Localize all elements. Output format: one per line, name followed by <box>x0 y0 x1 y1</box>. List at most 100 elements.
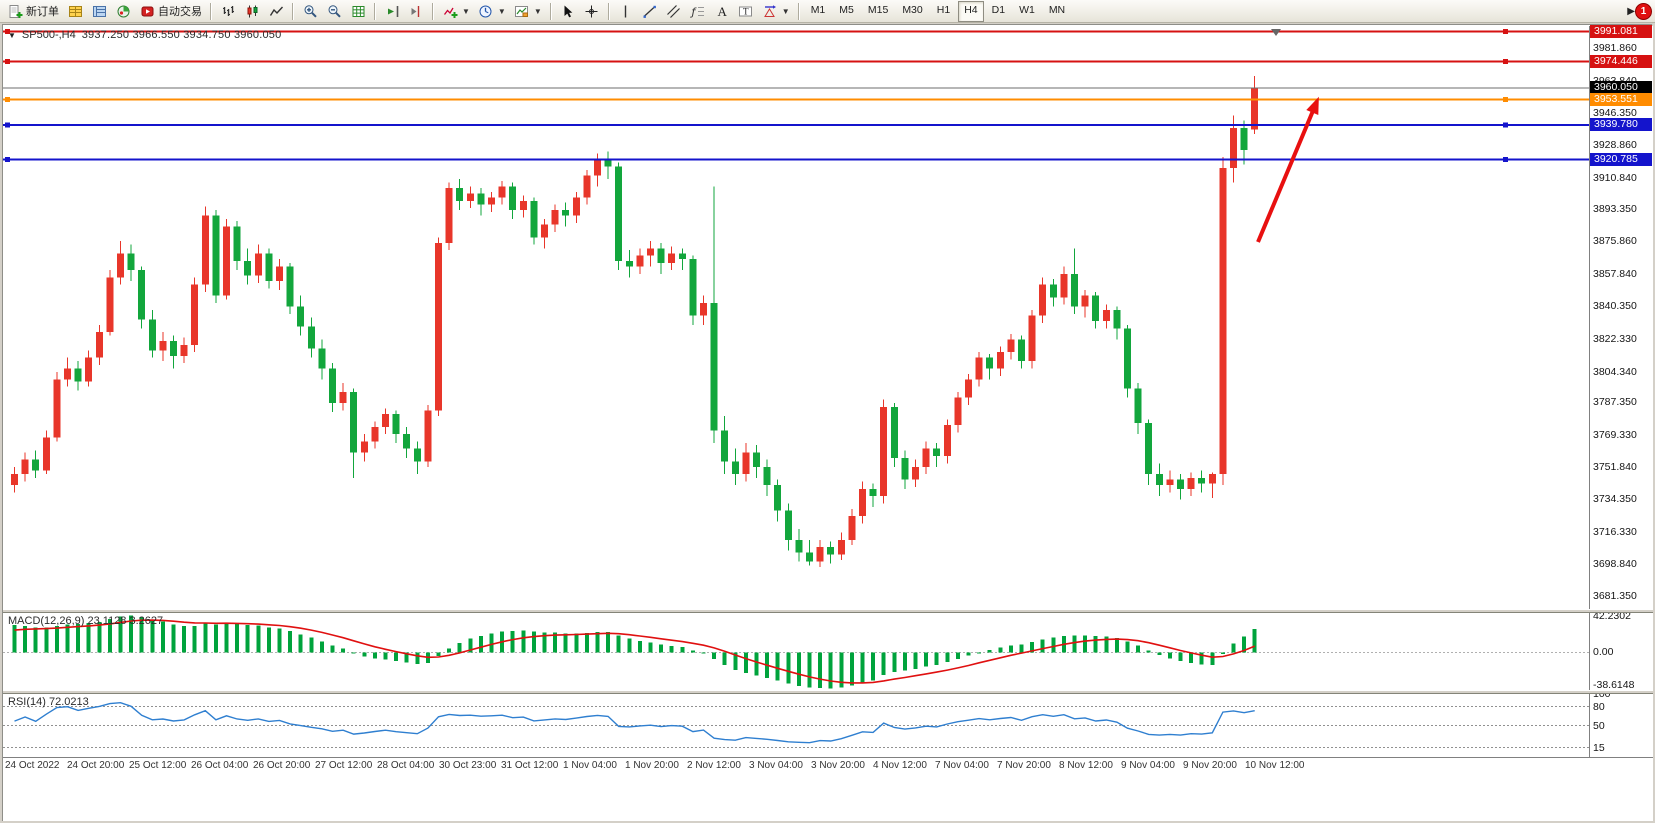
timeframe-button-m30[interactable]: M30 <box>902 3 923 16</box>
macd-pane[interactable] <box>3 613 1589 690</box>
toolbar-group-trade: 新订单 自动交易 <box>3 0 206 22</box>
svg-text:ƒ: ƒ <box>690 5 698 18</box>
time-axis-label: 25 Oct 12:00 <box>129 760 187 771</box>
timeframe-button-mn[interactable]: MN <box>1048 3 1066 16</box>
toolbar-separator <box>607 2 610 20</box>
toolbar-separator <box>797 2 800 20</box>
chart-shift-icon <box>408 3 424 19</box>
main-price-pane[interactable] <box>3 26 1589 609</box>
timeframe-button-w1[interactable]: W1 <box>1019 3 1035 16</box>
price-axis-label: 3681.350 <box>1593 589 1637 602</box>
shapes-dropdown-caret: ▼ <box>781 6 790 16</box>
chart-menu-triangle-icon[interactable]: ▼ <box>8 30 16 40</box>
svg-text:A: A <box>718 4 728 19</box>
line-chart-icon <box>268 3 284 19</box>
auto-trading-icon <box>139 3 155 19</box>
text-label-button[interactable]: T <box>734 0 758 23</box>
new-order-button[interactable]: 新订单 <box>3 0 63 23</box>
ohlc-readout: 3937.250 3966.550 3934.750 3960.050 <box>81 29 282 41</box>
time-axis-label: 8 Nov 12:00 <box>1059 760 1113 771</box>
bar-chart-button[interactable] <box>216 0 240 23</box>
rsi-axis-label: 80 <box>1593 700 1605 713</box>
timeframe-button-m15[interactable]: M15 <box>867 3 889 16</box>
crosshair-button[interactable] <box>580 0 604 23</box>
grid-icon <box>350 3 366 19</box>
toolbar-separator <box>292 2 294 20</box>
timeframe-button-h1[interactable]: H1 <box>936 3 951 16</box>
chart-shift-button[interactable] <box>404 0 428 23</box>
indicators-button[interactable]: ▼ <box>438 0 474 23</box>
price-axis-label: 3716.330 <box>1593 525 1637 538</box>
rsi-pane-title: RSI(14) 72.0213 <box>8 696 89 708</box>
toolbar-group-zoom <box>298 0 370 22</box>
time-axis-label: 9 Nov 20:00 <box>1183 760 1237 771</box>
templates-button[interactable]: ▼ <box>510 0 546 23</box>
terminal-icon <box>115 3 131 19</box>
toolbar-separator <box>432 2 434 20</box>
price-line-label-box: 3920.785 <box>1590 152 1652 166</box>
time-axis-label: 3 Nov 20:00 <box>811 760 865 771</box>
candlestick-chart-button[interactable] <box>240 0 264 23</box>
text-label-icon: T <box>738 3 754 19</box>
auto-scroll-button[interactable] <box>380 0 404 23</box>
rsi-label: RSI(14) 72.0213 <box>8 696 89 708</box>
cursor-button[interactable] <box>556 0 580 23</box>
zoom-in-button[interactable] <box>298 0 322 23</box>
time-axis-label: 24 Oct 2022 <box>5 760 60 771</box>
price-line-label-box: 3974.446 <box>1590 55 1652 69</box>
trendline-button[interactable] <box>638 0 662 23</box>
toolbar-group-chart-type <box>216 0 288 22</box>
zoom-out-button[interactable] <box>322 0 346 23</box>
navigator-button[interactable] <box>87 0 111 23</box>
price-axis-label: 3822.330 <box>1593 332 1637 345</box>
market-watch-icon <box>67 3 83 19</box>
grid-button[interactable] <box>346 0 370 23</box>
timeframe-button-m1[interactable]: M1 <box>810 3 826 16</box>
vertical-line-button[interactable] <box>614 0 638 23</box>
time-axis[interactable] <box>3 757 1653 821</box>
channel-button[interactable] <box>662 0 686 23</box>
price-line-label-box: 3953.551 <box>1590 93 1652 107</box>
text-icon: A <box>714 3 730 19</box>
line-chart-button[interactable] <box>264 0 288 23</box>
notification-badge[interactable]: 1 <box>1635 2 1652 20</box>
timeframe-button-h4[interactable]: H4 <box>958 0 984 22</box>
zoom-in-icon <box>302 3 318 19</box>
time-axis-label: 1 Nov 04:00 <box>563 760 617 771</box>
pane-splitter[interactable] <box>3 690 1653 694</box>
crosshair-icon <box>584 3 600 19</box>
macd-axis-label: 0.00 <box>1593 646 1614 659</box>
rsi-axis-label: 50 <box>1593 719 1605 732</box>
text-button[interactable]: A <box>710 0 734 23</box>
chart-shift-marker <box>1271 29 1281 36</box>
chart-title: ▼ SP500-,H4 3937.250 3966.550 3934.750 3… <box>8 29 281 41</box>
toolbar-overflow-icon[interactable]: ▶ <box>1627 5 1635 17</box>
timeframe-button-d1[interactable]: D1 <box>991 3 1006 16</box>
market-watch-button[interactable] <box>63 0 87 23</box>
price-axis-label: 3840.350 <box>1593 299 1637 312</box>
indicators-dropdown-caret: ▼ <box>462 6 470 16</box>
time-axis-label: 3 Nov 04:00 <box>749 760 803 771</box>
price-axis-label: 3857.840 <box>1593 268 1637 281</box>
macd-pane-title: MACD(12,26,9) 23.1128 3.2627 <box>8 615 163 627</box>
rsi-pane[interactable] <box>3 694 1589 757</box>
auto-trading-button[interactable]: 自动交易 <box>135 0 206 23</box>
timeframe-button-m5[interactable]: M5 <box>839 3 854 16</box>
price-axis-label: 3734.350 <box>1593 493 1637 506</box>
chart-background <box>2 24 1652 821</box>
price-axis-label: 3751.840 <box>1593 461 1637 474</box>
templates-dropdown-caret: ▼ <box>533 6 542 16</box>
indicators-icon <box>442 3 458 19</box>
price-axis-label: 3910.840 <box>1593 171 1637 184</box>
macd-axis-label: -38.6148 <box>1593 679 1635 692</box>
shapes-button[interactable]: ▼ <box>758 0 794 23</box>
time-axis-label: 26 Oct 20:00 <box>253 760 311 771</box>
periods-button[interactable]: ▼ <box>474 0 510 23</box>
fibonacci-button[interactable]: ƒ <box>686 0 710 23</box>
terminal-button[interactable] <box>111 0 135 23</box>
auto-scroll-icon <box>384 3 400 19</box>
pane-splitter[interactable] <box>3 609 1653 613</box>
timeframe-toolbar: M1 M5 M15 M30 H1 H4 D1 W1 MN <box>804 0 1072 22</box>
price-axis[interactable] <box>1589 26 1653 757</box>
